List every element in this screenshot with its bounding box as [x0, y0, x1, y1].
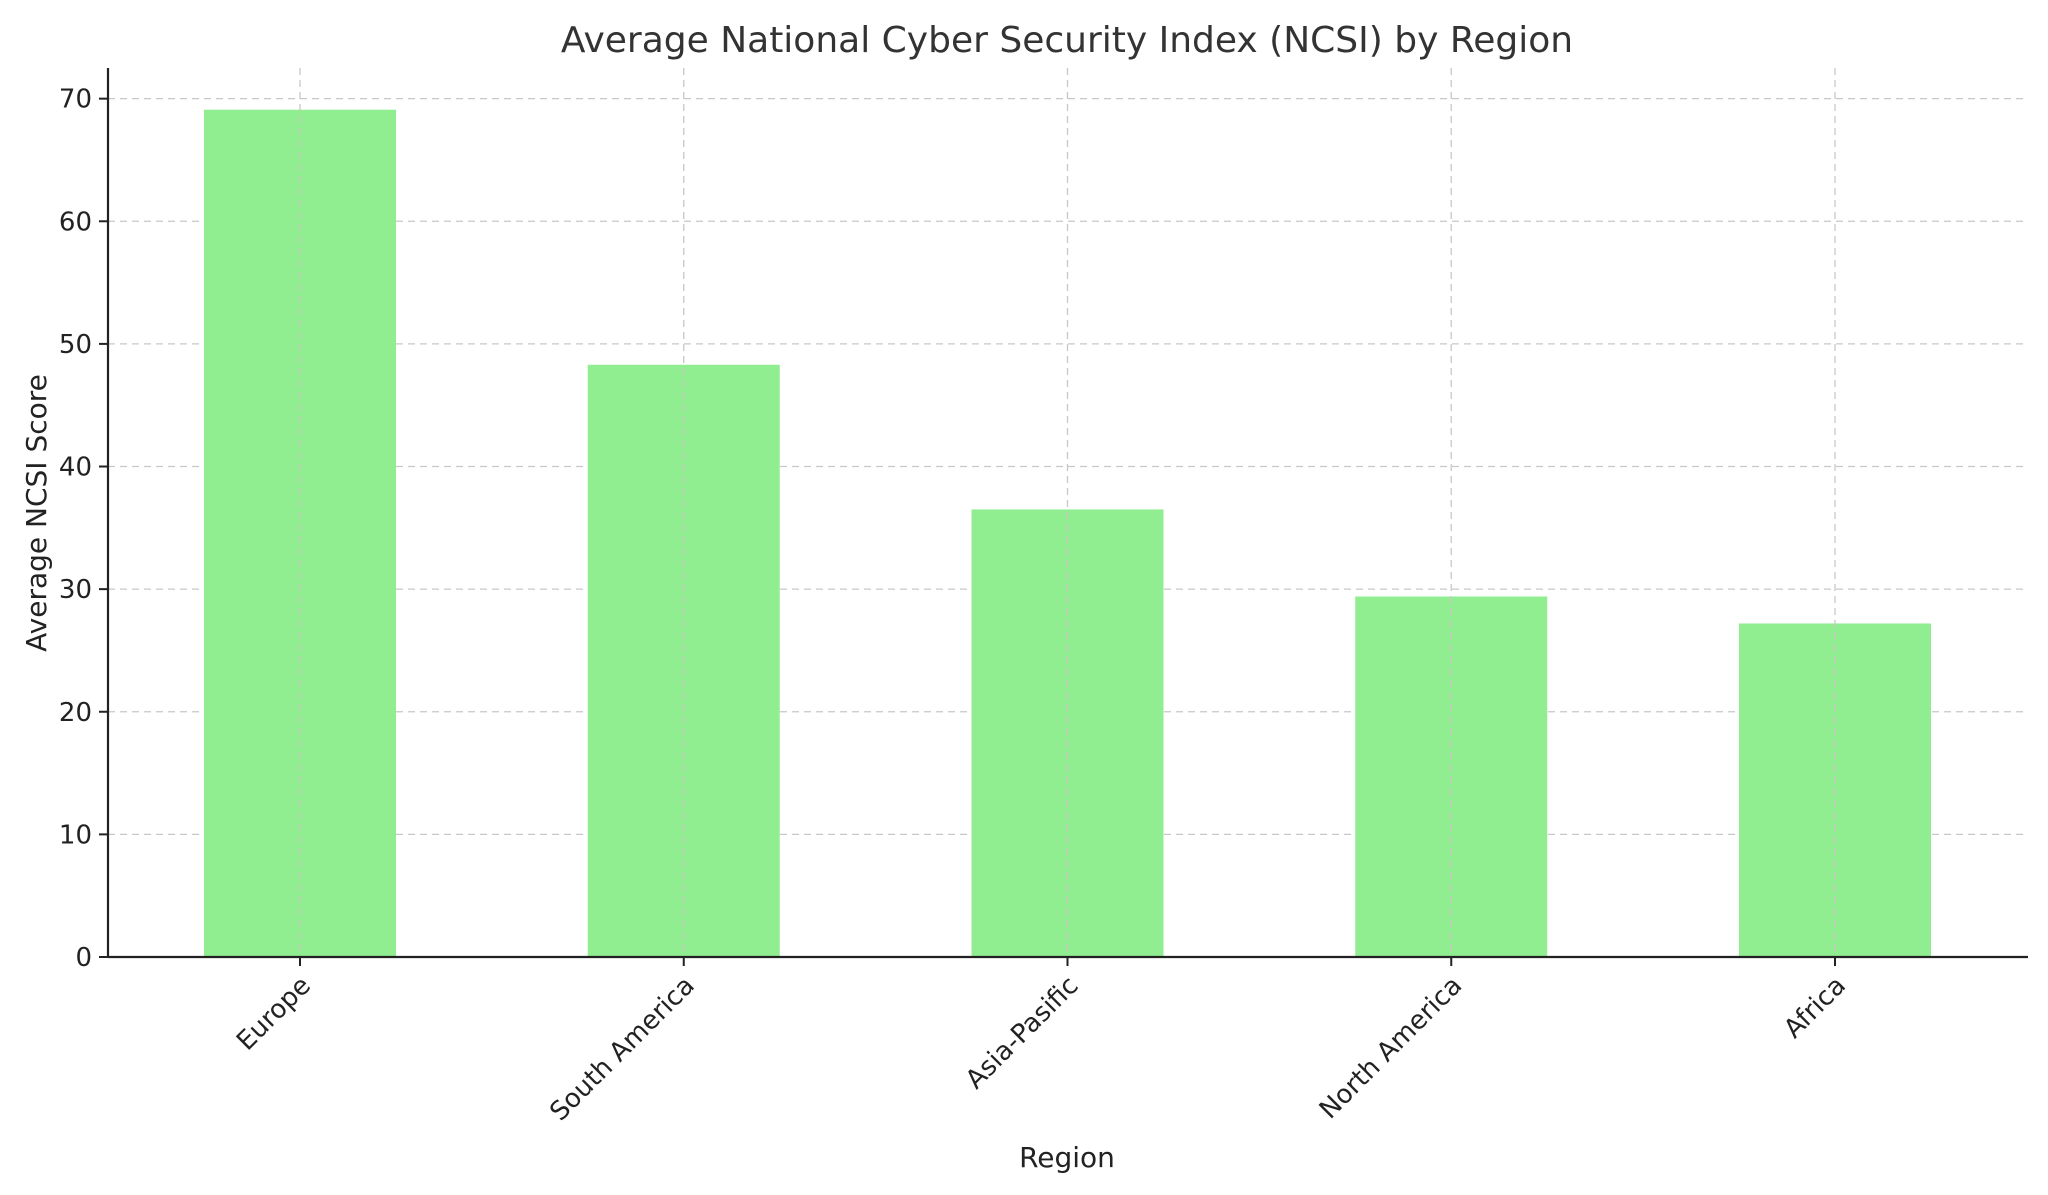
y-tick-label: 70 [59, 85, 92, 115]
vertical-grid [299, 68, 1836, 957]
y-tick-label: 50 [59, 330, 92, 360]
y-tick-label: 10 [59, 820, 92, 850]
x-axis-ticks: Europe South America Asia-Pasific North Ame… [231, 957, 1852, 1127]
y-tick-label: 60 [59, 207, 92, 237]
y-tick-label: 0 [75, 943, 92, 973]
y-axis-label: Average NCSI Score [20, 374, 53, 652]
chart-title: Average National Cyber Security Index (N… [561, 20, 1573, 61]
x-tick-label: Europe [231, 971, 317, 1057]
x-tick-label: South America [544, 971, 700, 1127]
y-tick-label: 30 [59, 575, 92, 605]
x-tick-label: Asia-Pasific [960, 971, 1084, 1095]
x-axis-label: Region [1019, 1141, 1115, 1174]
y-tick-label: 20 [59, 698, 92, 728]
x-tick-label: Africa [1778, 971, 1852, 1045]
y-tick-label: 40 [59, 453, 92, 483]
x-tick-label: North America [1314, 971, 1468, 1125]
y-axis-ticks: 0 10 20 30 40 50 60 70 [59, 85, 108, 973]
